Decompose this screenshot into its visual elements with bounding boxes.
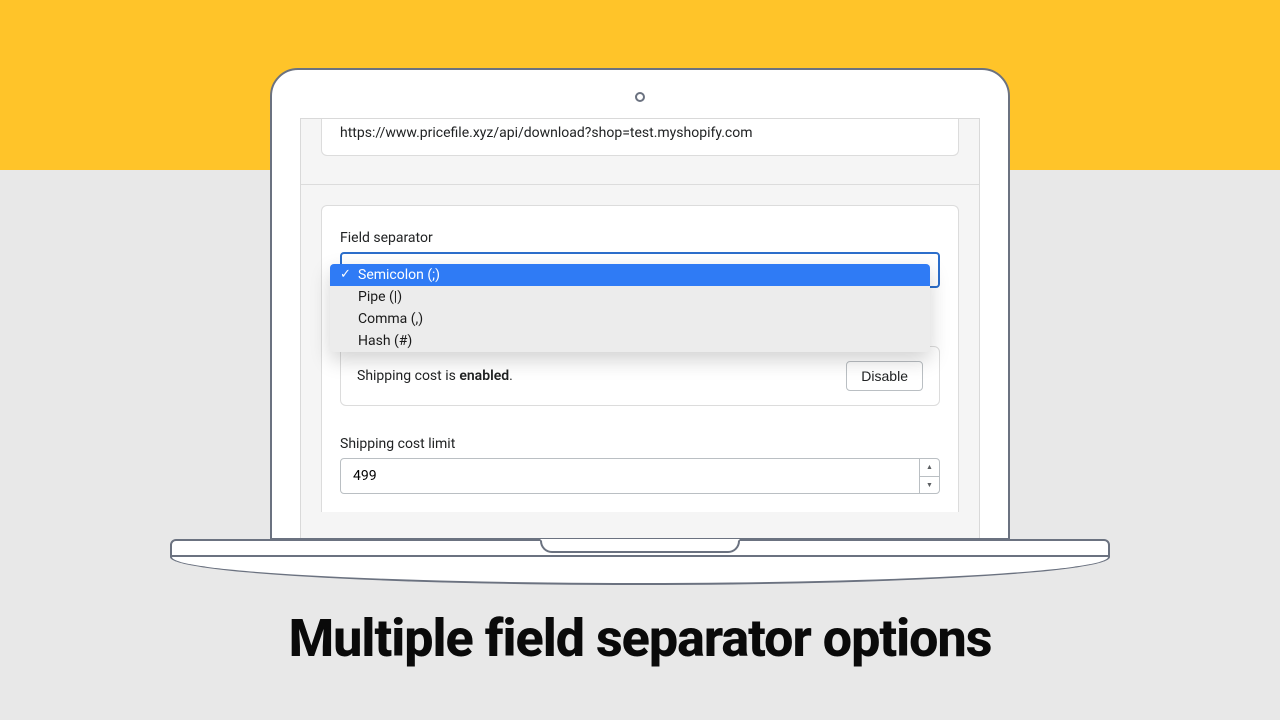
laptop-notch	[540, 539, 740, 553]
app-viewport: https://www.pricefile.xyz/api/download?s…	[300, 118, 980, 538]
page-title: Multiple field separator options	[0, 608, 1280, 669]
stepper-up-icon[interactable]: ▲	[920, 459, 939, 477]
laptop-base	[170, 539, 1110, 585]
shipping-text-prefix: Shipping cost is	[357, 368, 459, 384]
settings-card: Field separator Semicolon (;) Pipe (|) C…	[321, 205, 959, 512]
dropdown-option-semicolon[interactable]: Semicolon (;)	[330, 264, 930, 286]
shipping-limit-section: Shipping cost limit 499 ▲ ▼	[340, 436, 940, 494]
dropdown-option-hash[interactable]: Hash (#)	[330, 330, 930, 352]
download-url[interactable]: https://www.pricefile.xyz/api/download?s…	[340, 125, 940, 141]
disable-button[interactable]: Disable	[846, 361, 923, 391]
shipping-cost-box: Shipping cost is enabled. Disable	[340, 346, 940, 406]
dropdown-option-comma[interactable]: Comma (,)	[330, 308, 930, 330]
shipping-cost-status: Shipping cost is enabled.	[357, 368, 513, 384]
shipping-limit-label: Shipping cost limit	[340, 436, 940, 452]
laptop-screen: https://www.pricefile.xyz/api/download?s…	[270, 68, 1010, 540]
camera-icon	[635, 92, 645, 102]
quantity-stepper: ▲ ▼	[919, 459, 939, 493]
section-divider	[301, 184, 979, 185]
shipping-limit-value: 499	[353, 468, 377, 484]
laptop-mockup: https://www.pricefile.xyz/api/download?s…	[270, 68, 1010, 585]
url-card: https://www.pricefile.xyz/api/download?s…	[321, 118, 959, 156]
shipping-text-suffix: .	[509, 368, 513, 384]
shipping-limit-input[interactable]: 499 ▲ ▼	[340, 458, 940, 494]
field-separator-select-wrap: Semicolon (;) Pipe (|) Comma (,) Hash (#…	[340, 252, 940, 288]
shipping-status-word: enabled	[459, 368, 509, 384]
laptop-base-bottom	[170, 557, 1110, 585]
field-separator-dropdown: Semicolon (;) Pipe (|) Comma (,) Hash (#…	[330, 264, 930, 352]
dropdown-option-pipe[interactable]: Pipe (|)	[330, 286, 930, 308]
laptop-base-top	[170, 539, 1110, 557]
field-separator-label: Field separator	[340, 230, 940, 246]
stepper-down-icon[interactable]: ▼	[920, 477, 939, 494]
